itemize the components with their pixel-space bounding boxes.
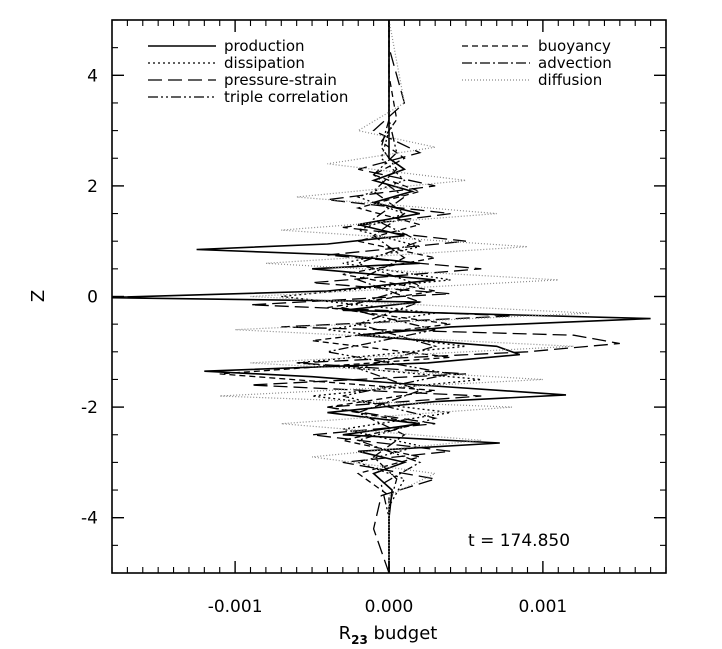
y-tick-label: 0 xyxy=(87,288,98,308)
series-line-dissipation xyxy=(281,20,482,573)
legend-label-dissipation: dissipation xyxy=(224,54,305,72)
x-axis-title-subscript: 23 xyxy=(351,633,368,647)
x-tick-label: 0.000 xyxy=(365,597,414,617)
y-tick-label: 2 xyxy=(87,177,98,197)
x-axis-title: R23 budget xyxy=(339,623,438,647)
legend: productiondissipationpressure-straintrip… xyxy=(148,37,612,106)
legend-label-buoyancy: buoyancy xyxy=(538,37,611,55)
series-line-buoyancy xyxy=(219,20,451,573)
series-line-production xyxy=(112,20,651,573)
y-axis-title: Z xyxy=(28,290,49,302)
legend-label-advection: advection xyxy=(538,54,612,72)
legend-label-triple-correlation: triple correlation xyxy=(224,88,348,106)
x-tick-label: -0.001 xyxy=(208,597,263,617)
legend-label-production: production xyxy=(224,37,305,55)
time-annotation: t = 174.850 xyxy=(468,531,570,551)
axes-layer: -0.001 0.000 0.001 -4 -2 0 2 4 xyxy=(81,19,667,617)
series-layer xyxy=(112,20,651,573)
y-tick-label: -2 xyxy=(81,398,98,418)
x-axis-title-main: R xyxy=(339,623,352,644)
y-tick-label: -4 xyxy=(81,509,98,529)
legend-label-pressure-strain: pressure-strain xyxy=(224,71,337,89)
series-line-pressure-strain xyxy=(250,20,620,573)
series-line-triple-correlation xyxy=(327,20,451,573)
series-line-diffusion xyxy=(219,20,590,573)
legend-label-diffusion: diffusion xyxy=(538,71,602,89)
x-tick-label: 0.001 xyxy=(519,597,568,617)
y-tick-label: 4 xyxy=(87,66,98,86)
x-axis-title-rest: budget xyxy=(368,623,438,644)
